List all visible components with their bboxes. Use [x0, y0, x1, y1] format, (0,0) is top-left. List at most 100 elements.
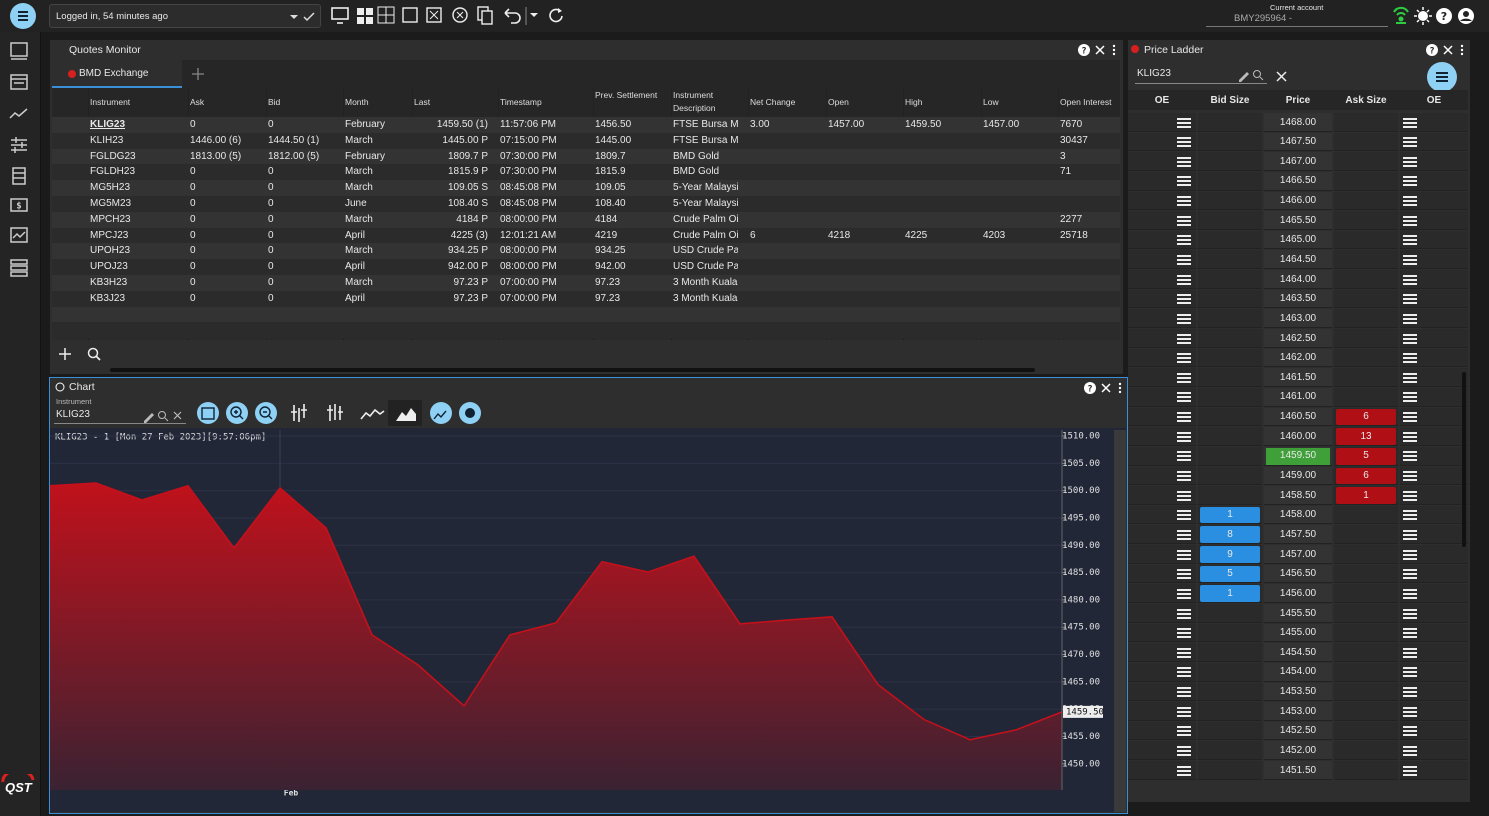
- order-entry-button[interactable]: [1403, 471, 1417, 482]
- bid-size-bar: [1200, 565, 1260, 583]
- order-entry-button[interactable]: [1177, 687, 1191, 698]
- panel-controls[interactable]: ?: [1084, 381, 1128, 395]
- order-entry-button[interactable]: [1403, 510, 1417, 521]
- order-entry-button[interactable]: [1403, 176, 1417, 187]
- order-entry-button[interactable]: [1403, 353, 1417, 364]
- order-entry-button[interactable]: [1403, 608, 1417, 619]
- order-entry-button[interactable]: [1403, 117, 1417, 128]
- panel-controls[interactable]: ?: [1426, 43, 1470, 57]
- ladder-tools[interactable]: [1237, 68, 1297, 84]
- order-entry-button[interactable]: [1177, 254, 1191, 265]
- order-entry-button[interactable]: [1403, 745, 1417, 756]
- order-entry-button[interactable]: [1177, 628, 1191, 639]
- order-entry-button[interactable]: [1177, 647, 1191, 658]
- order-entry-button[interactable]: [1403, 667, 1417, 678]
- tab[interactable]: BMD Exchange: [52, 60, 182, 88]
- order-entry-button[interactable]: [1177, 313, 1191, 324]
- scrollbar[interactable]: [110, 368, 1035, 372]
- ladder-cell: [1400, 662, 1468, 682]
- status-icons[interactable]: ?: [1390, 6, 1480, 26]
- login-status-box[interactable]: Logged in, 54 minutes ago: [49, 4, 321, 28]
- order-entry-button[interactable]: [1403, 294, 1417, 305]
- y-tick-label: 1495.00: [1062, 513, 1100, 523]
- order-entry-button[interactable]: [1403, 490, 1417, 501]
- column-header: Month: [345, 97, 369, 107]
- order-entry-button[interactable]: [1177, 745, 1191, 756]
- table-tools[interactable]: [57, 346, 107, 362]
- sidebar-icons[interactable]: $: [8, 40, 32, 280]
- order-entry-button[interactable]: [1177, 588, 1191, 599]
- order-entry-button[interactable]: [1177, 490, 1191, 501]
- order-entry-button[interactable]: [1403, 647, 1417, 658]
- order-entry-button[interactable]: [1403, 313, 1417, 324]
- order-entry-button[interactable]: [1177, 215, 1191, 226]
- order-entry-button[interactable]: [1403, 588, 1417, 599]
- order-entry-button[interactable]: [1403, 392, 1417, 403]
- ladder-scrollbar[interactable]: [1462, 372, 1466, 547]
- order-entry-button[interactable]: [1177, 333, 1191, 344]
- chart-toolbar[interactable]: [195, 400, 485, 426]
- instrument-tools[interactable]: [142, 409, 186, 423]
- order-entry-button[interactable]: [1177, 667, 1191, 678]
- order-entry-button[interactable]: [1403, 254, 1417, 265]
- order-entry-button[interactable]: [1403, 529, 1417, 540]
- panel-controls[interactable]: ?: [1078, 43, 1122, 57]
- order-entry-button[interactable]: [1177, 392, 1191, 403]
- order-entry-button[interactable]: [1403, 569, 1417, 580]
- instrument-cell: FGLDG23: [90, 150, 136, 162]
- order-entry-button[interactable]: [1177, 451, 1191, 462]
- order-entry-button[interactable]: [1177, 510, 1191, 521]
- order-entry-button[interactable]: [1177, 274, 1191, 285]
- order-entry-button[interactable]: [1177, 235, 1191, 246]
- order-entry-button[interactable]: [1177, 608, 1191, 619]
- order-entry-button[interactable]: [1177, 196, 1191, 207]
- order-entry-button[interactable]: [1403, 333, 1417, 344]
- price: 1457.00: [1279, 548, 1317, 560]
- order-entry-button[interactable]: [1403, 765, 1417, 776]
- order-entry-button[interactable]: [1403, 274, 1417, 285]
- order-entry-button[interactable]: [1403, 156, 1417, 167]
- ladder-cell: [1334, 309, 1398, 329]
- order-entry-button[interactable]: [1403, 431, 1417, 442]
- order-entry-bar: [1403, 121, 1417, 124]
- order-entry-button[interactable]: [1403, 235, 1417, 246]
- order-entry-button[interactable]: [1177, 549, 1191, 560]
- order-entry-button[interactable]: [1177, 529, 1191, 540]
- ladder-cell: [1264, 505, 1332, 525]
- order-entry-bar: [1403, 651, 1417, 654]
- order-entry-button[interactable]: [1403, 549, 1417, 560]
- order-entry-button[interactable]: [1403, 628, 1417, 639]
- menu-button[interactable]: [10, 3, 36, 29]
- order-entry-button[interactable]: [1177, 353, 1191, 364]
- order-entry-button[interactable]: [1177, 137, 1191, 148]
- order-entry-button[interactable]: [1403, 215, 1417, 226]
- ladder-cell: [1198, 113, 1262, 132]
- order-entry-button[interactable]: [1403, 726, 1417, 737]
- order-entry-button[interactable]: [1177, 117, 1191, 128]
- order-entry-button[interactable]: [1177, 706, 1191, 717]
- order-entry-button[interactable]: [1403, 706, 1417, 717]
- order-entry-button[interactable]: [1177, 176, 1191, 187]
- order-entry-button[interactable]: [1403, 412, 1417, 423]
- order-entry-button[interactable]: [1403, 451, 1417, 462]
- order-entry-button[interactable]: [1177, 471, 1191, 482]
- order-entry-button[interactable]: [1403, 196, 1417, 207]
- order-entry-button[interactable]: [1177, 372, 1191, 383]
- ladder-instrument: KLIG23: [1137, 68, 1171, 79]
- order-entry-button[interactable]: [1177, 156, 1191, 167]
- order-entry-button[interactable]: [1177, 431, 1191, 442]
- ladder-cell: [1400, 486, 1468, 505]
- ladder-menu[interactable]: [1426, 61, 1458, 93]
- order-entry-button[interactable]: [1177, 412, 1191, 423]
- order-entry-button[interactable]: [1177, 726, 1191, 737]
- ladder-cell: [1400, 623, 1468, 643]
- order-entry-button[interactable]: [1403, 687, 1417, 698]
- chart-scrollbar[interactable]: [1114, 430, 1126, 812]
- order-entry-button[interactable]: [1177, 765, 1191, 776]
- toolbar-icons[interactable]: [330, 5, 570, 27]
- add-tab[interactable]: [191, 67, 205, 81]
- order-entry-button[interactable]: [1177, 569, 1191, 580]
- order-entry-button[interactable]: [1403, 137, 1417, 148]
- order-entry-button[interactable]: [1177, 294, 1191, 305]
- order-entry-button[interactable]: [1403, 372, 1417, 383]
